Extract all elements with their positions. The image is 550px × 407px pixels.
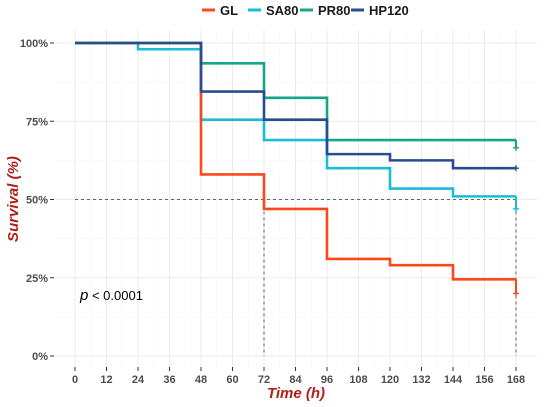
legend-item-sa80: SA80 [248, 3, 299, 18]
grid [54, 30, 537, 367]
x-tick-label: 84 [289, 374, 302, 386]
y-tick-label: 75% [26, 116, 48, 128]
series-lines [75, 41, 519, 297]
legend-label: HP120 [369, 3, 409, 18]
legend-item-hp120: HP120 [351, 3, 409, 18]
legend-label: SA80 [266, 3, 299, 18]
x-tick-label: 72 [258, 374, 270, 386]
x-tick-label: 48 [195, 374, 207, 386]
x-tick-label: 96 [321, 374, 333, 386]
x-tick-label: 12 [100, 374, 112, 386]
legend-item-gl: GL [202, 3, 238, 18]
legend-item-pr80: PR80 [300, 3, 351, 18]
x-tick-label: 60 [226, 374, 238, 386]
y-tick-label: 100% [20, 38, 48, 50]
legend-label: GL [220, 3, 238, 18]
legend-label: PR80 [318, 3, 351, 18]
x-axis: 0 12 24 36 48 60 72 84 96 108 120 132 144 156 168 [72, 367, 525, 386]
x-tick-label: 24 [132, 374, 145, 386]
y-axis-title: Survival (%) [5, 156, 22, 242]
y-tick-label: 50% [26, 195, 48, 207]
x-tick-label: 108 [349, 374, 367, 386]
series-line-gl [75, 41, 516, 281]
x-tick-label: 168 [507, 374, 525, 386]
y-tick-label: 25% [26, 273, 48, 285]
x-tick-label: 132 [412, 374, 430, 386]
x-tick-label: 120 [381, 374, 399, 386]
y-axis: 0% 25% 50% 75% 100% [20, 38, 54, 363]
series-line-hp120 [75, 41, 516, 170]
y-tick-label: 0% [32, 351, 48, 363]
median-reference-lines [75, 199, 517, 356]
p-value: < 0.0001 [88, 288, 143, 303]
x-axis-title: Time (h) [267, 385, 325, 402]
x-tick-label: 156 [475, 374, 493, 386]
x-tick-label: 144 [444, 374, 463, 386]
legend: GL SA80 PR80 HP120 [202, 3, 409, 18]
series-line-sa80 [75, 41, 516, 198]
p-symbol: p [79, 287, 88, 304]
p-value-annotation: p < 0.0001 [79, 287, 143, 304]
x-tick-label: 36 [163, 374, 175, 386]
x-tick-label: 0 [72, 374, 78, 386]
